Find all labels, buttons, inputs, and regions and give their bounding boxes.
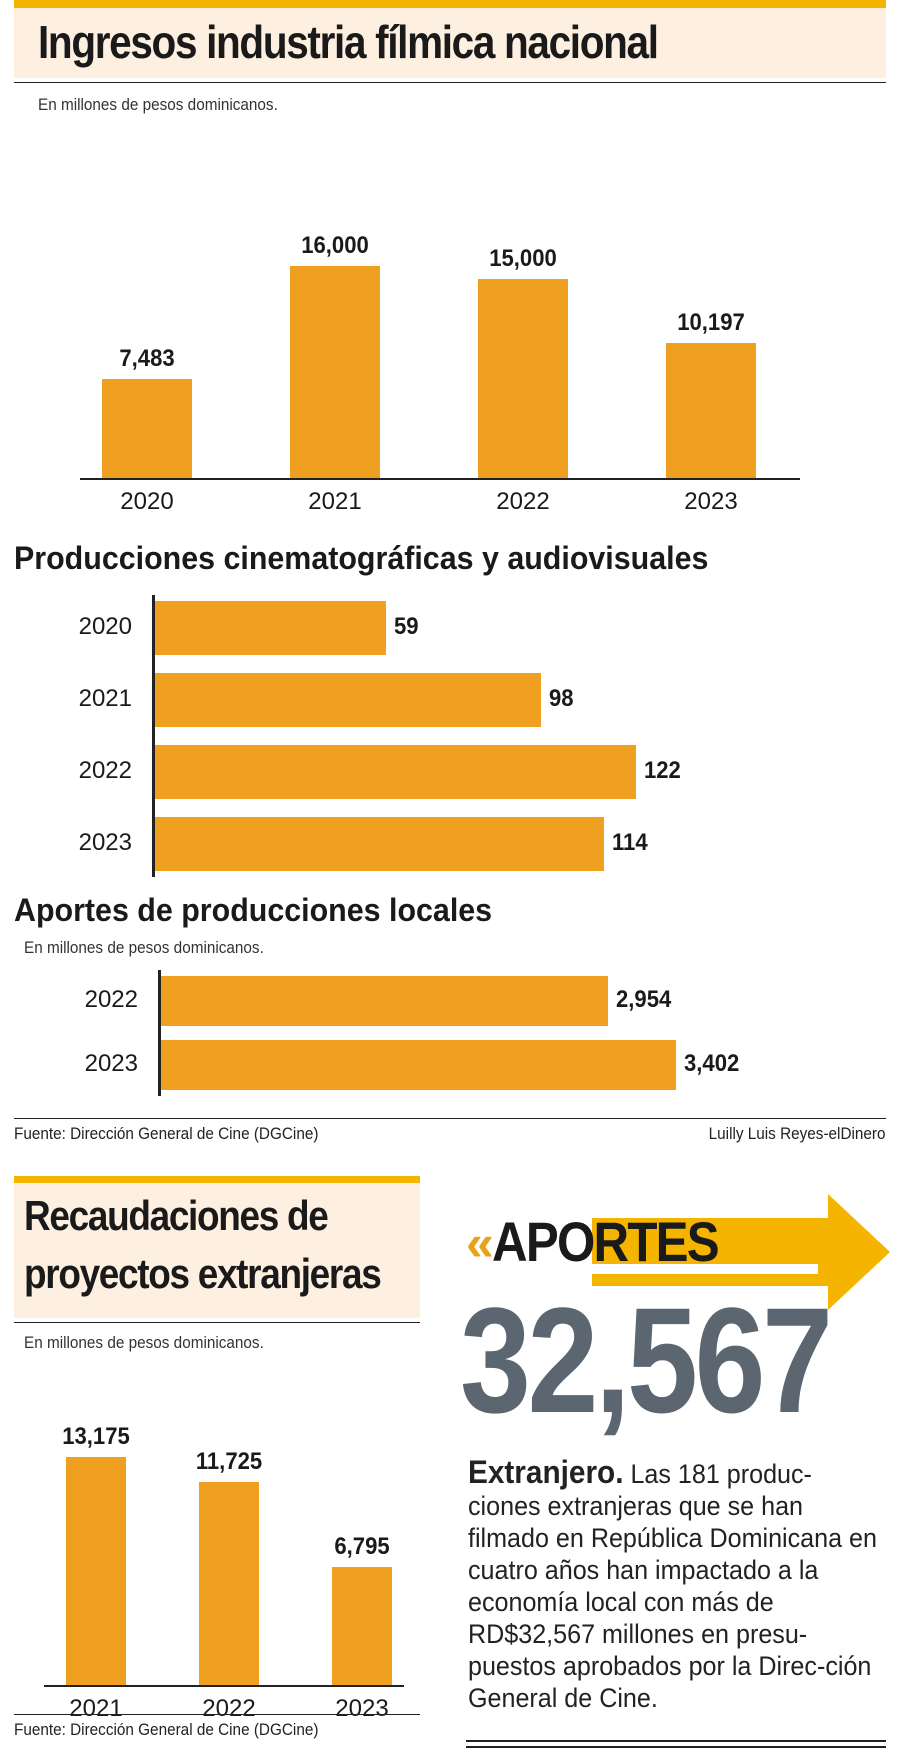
value-label: 16,000 xyxy=(301,232,369,259)
tick-label: 2022 xyxy=(496,488,550,515)
callout-body: Extranjero. Las 181 produc-ciones extran… xyxy=(468,1456,877,1714)
callout-rule-2 xyxy=(466,1746,886,1748)
producciones-title: Producciones cinematográficas y audiovis… xyxy=(14,540,709,576)
credit-note: Luilly Luis Reyes-elDinero xyxy=(709,1124,886,1143)
chart-recaudaciones: 13,175 2021 11,725 2022 6,795 2023 xyxy=(14,1370,420,1722)
callout-label: APORTES xyxy=(492,1210,720,1273)
aportes-locales-title: Aportes de producciones locales xyxy=(14,892,493,928)
y-axis xyxy=(158,970,161,1096)
value-label: 15,000 xyxy=(489,245,557,273)
arrow-icon xyxy=(592,1194,890,1310)
tick-label: 2022 xyxy=(202,1695,256,1722)
bar xyxy=(158,976,608,1026)
value-label: 114 xyxy=(612,829,648,856)
recaudaciones-accent-bar xyxy=(14,1176,420,1183)
bar xyxy=(152,673,541,727)
bar xyxy=(152,745,636,799)
chart-producciones: 2020 59 2021 98 2022 122 2023 114 xyxy=(14,595,886,895)
tick-label: 2023 xyxy=(684,488,738,515)
tick-label: 2022 xyxy=(84,986,138,1013)
value-label: 13,175 xyxy=(62,1423,130,1450)
bar xyxy=(332,1567,392,1685)
bar xyxy=(290,266,380,478)
callout-number: 32,567 xyxy=(460,1276,833,1444)
recaudaciones-panel xyxy=(14,1183,420,1318)
source-note: Fuente: Dirección General de Cine (DGCin… xyxy=(14,1124,319,1143)
y-axis xyxy=(152,595,155,877)
bar xyxy=(158,1040,676,1090)
header-panel xyxy=(14,8,886,78)
tick-label: 2021 xyxy=(78,685,132,712)
recaudaciones-rule xyxy=(14,1322,420,1323)
tick-label: 2023 xyxy=(335,1695,389,1722)
page-title: Ingresos industria fílmica nacional xyxy=(38,16,659,68)
bar xyxy=(152,601,387,655)
header-rule xyxy=(14,82,886,83)
x-axis xyxy=(80,478,800,480)
tick-label: 2021 xyxy=(69,1695,123,1722)
x-axis xyxy=(44,1685,404,1687)
tick-label: 2021 xyxy=(308,488,362,515)
header-accent-bar xyxy=(14,0,886,8)
bar xyxy=(152,817,605,871)
tick-label: 2023 xyxy=(78,829,132,856)
value-label: 3,402 xyxy=(684,1050,740,1077)
tick-label: 2020 xyxy=(120,488,174,515)
bar xyxy=(666,342,756,478)
recaudaciones-subtitle: En millones de pesos dominicanos. xyxy=(24,1333,264,1352)
tick-label: 2020 xyxy=(78,613,132,640)
value-label: 59 xyxy=(394,613,419,640)
value-label: 10,197 xyxy=(677,308,745,336)
value-label: 6,795 xyxy=(334,1533,390,1561)
callout-rule-1 xyxy=(466,1740,886,1742)
tick-label: 2023 xyxy=(84,1050,138,1077)
recaudaciones-title-line2: proyectos extranjeras xyxy=(24,1250,382,1297)
bar xyxy=(66,1457,126,1685)
source-note-bottom: Fuente: Dirección General de Cine (DGCin… xyxy=(14,1720,319,1739)
aportes-locales-subtitle: En millones de pesos dominicanos. xyxy=(24,938,264,957)
bar xyxy=(102,378,192,478)
recaudaciones-title-line1: Recaudaciones de xyxy=(24,1192,329,1239)
bar xyxy=(478,279,568,478)
value-label: 2,954 xyxy=(615,986,672,1013)
value-label: 7,483 xyxy=(119,344,175,372)
chart-aportes-locales: 2022 2,954 2023 3,402 xyxy=(14,970,886,1110)
value-label: 11,725 xyxy=(195,1448,263,1476)
value-label: 122 xyxy=(644,757,681,784)
callout-text: Las 181 produc-ciones extranjeras que se… xyxy=(468,1459,877,1713)
callout-quote-mark: « xyxy=(466,1215,494,1271)
chart1-subtitle: En millones de pesos dominicanos. xyxy=(38,95,278,114)
footer-rule xyxy=(14,1118,886,1119)
callout-lead: Extranjero. xyxy=(468,1454,624,1490)
tick-label: 2022 xyxy=(78,757,132,784)
bottom-left-rule xyxy=(14,1714,420,1715)
chart-ingresos: 7,483 2020 16,000 2021 15,000 2022 10,197 2023 xyxy=(14,120,886,530)
value-label: 98 xyxy=(548,685,574,712)
bar xyxy=(199,1482,259,1685)
